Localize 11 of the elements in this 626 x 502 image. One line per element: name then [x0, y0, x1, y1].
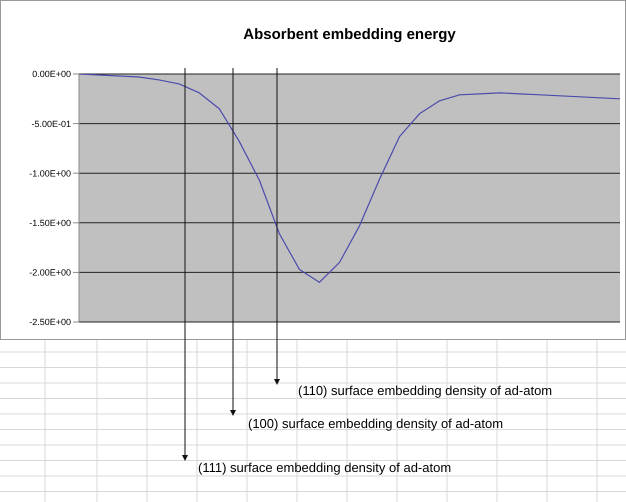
y-tick-label: -5.00E-01	[31, 118, 71, 129]
y-tick-label: -2.50E+00	[29, 317, 71, 328]
text: (100) surface embedding density of ad-atom	[248, 416, 504, 431]
y-tick-label: -1.50E+00	[29, 218, 71, 228]
y-tick-label: 0.00E+00	[32, 69, 71, 80]
text: (110) surface embedding density of ad-atom	[298, 383, 552, 398]
y-tick-label: -2.00E+00	[29, 268, 71, 278]
y-tick-label: -1.00E+00	[29, 168, 71, 178]
line-series	[79, 74, 620, 283]
text: (111) surface embedding density of ad-atom	[198, 460, 452, 475]
chart-title: Absorbent embedding energy	[242, 26, 457, 43]
